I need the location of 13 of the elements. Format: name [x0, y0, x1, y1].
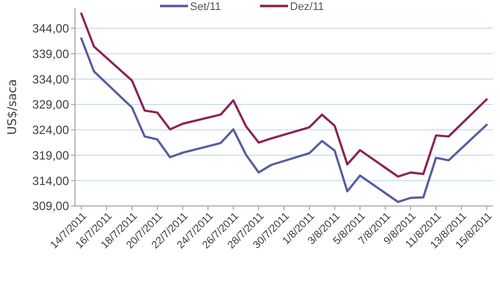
legend-label: Dez/11 — [290, 1, 324, 13]
y-tick-label: 324,00 — [32, 123, 70, 138]
line-series — [80, 12, 488, 178]
y-tick-label: 344,00 — [32, 22, 70, 36]
y-tick-label: 339,00 — [32, 46, 70, 61]
line-series — [80, 37, 488, 204]
y-tick-label: 334,00 — [32, 72, 70, 86]
y-tick-label: 319,00 — [32, 148, 70, 162]
y-tick-label: 314,00 — [32, 174, 70, 188]
legend-label: Set/11 — [190, 1, 221, 13]
y-tick-label: 329,00 — [32, 98, 70, 112]
y-tick-label: 309,00 — [32, 199, 70, 214]
y-axis-title: US$/saca — [5, 79, 19, 135]
